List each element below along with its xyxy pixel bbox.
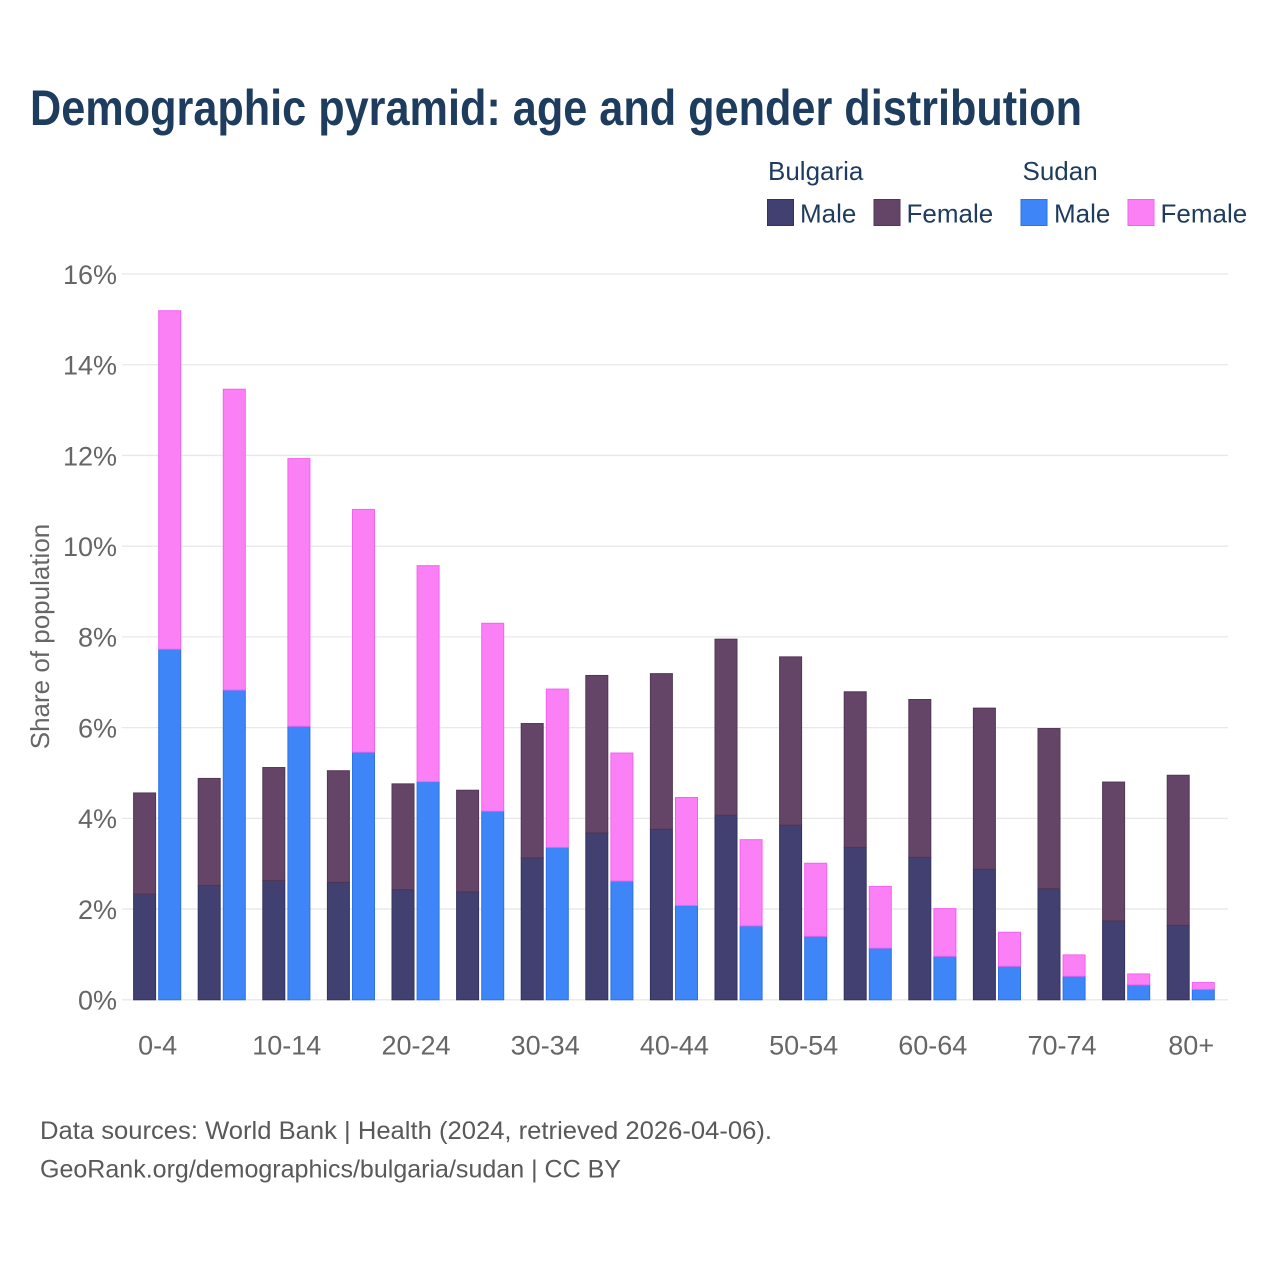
svg-text:Demographic pyramid: age and g: Demographic pyramid: age and gender dist… bbox=[30, 80, 1082, 136]
svg-text:Data sources: World Bank | Hea: Data sources: World Bank | Health (2024,… bbox=[40, 1117, 772, 1145]
svg-text:Female: Female bbox=[1161, 199, 1248, 229]
svg-text:GeoRank.org/demographics/bulga: GeoRank.org/demographics/bulgaria/sudan … bbox=[40, 1156, 621, 1184]
svg-text:70-74: 70-74 bbox=[1027, 1031, 1096, 1061]
svg-text:10-14: 10-14 bbox=[252, 1031, 321, 1061]
svg-text:40-44: 40-44 bbox=[640, 1031, 709, 1061]
svg-text:Male: Male bbox=[800, 199, 856, 229]
svg-text:16%: 16% bbox=[63, 260, 117, 290]
svg-text:0%: 0% bbox=[78, 986, 117, 1016]
svg-text:50-54: 50-54 bbox=[769, 1031, 838, 1061]
svg-text:Share of population: Share of population bbox=[25, 524, 55, 750]
svg-text:0-4: 0-4 bbox=[138, 1031, 177, 1061]
svg-text:Bulgaria: Bulgaria bbox=[768, 156, 864, 186]
svg-text:80+: 80+ bbox=[1168, 1031, 1214, 1061]
svg-text:8%: 8% bbox=[78, 623, 117, 653]
svg-text:30-34: 30-34 bbox=[511, 1031, 580, 1061]
svg-text:10%: 10% bbox=[63, 532, 117, 562]
svg-text:Female: Female bbox=[907, 199, 994, 229]
svg-text:60-64: 60-64 bbox=[898, 1031, 967, 1061]
svg-text:14%: 14% bbox=[63, 351, 117, 381]
svg-text:Male: Male bbox=[1054, 199, 1110, 229]
svg-text:20-24: 20-24 bbox=[381, 1031, 450, 1061]
svg-text:12%: 12% bbox=[63, 441, 117, 471]
svg-text:2%: 2% bbox=[78, 895, 117, 925]
svg-text:4%: 4% bbox=[78, 804, 117, 834]
svg-text:Sudan: Sudan bbox=[1023, 156, 1098, 186]
svg-text:6%: 6% bbox=[78, 713, 117, 743]
